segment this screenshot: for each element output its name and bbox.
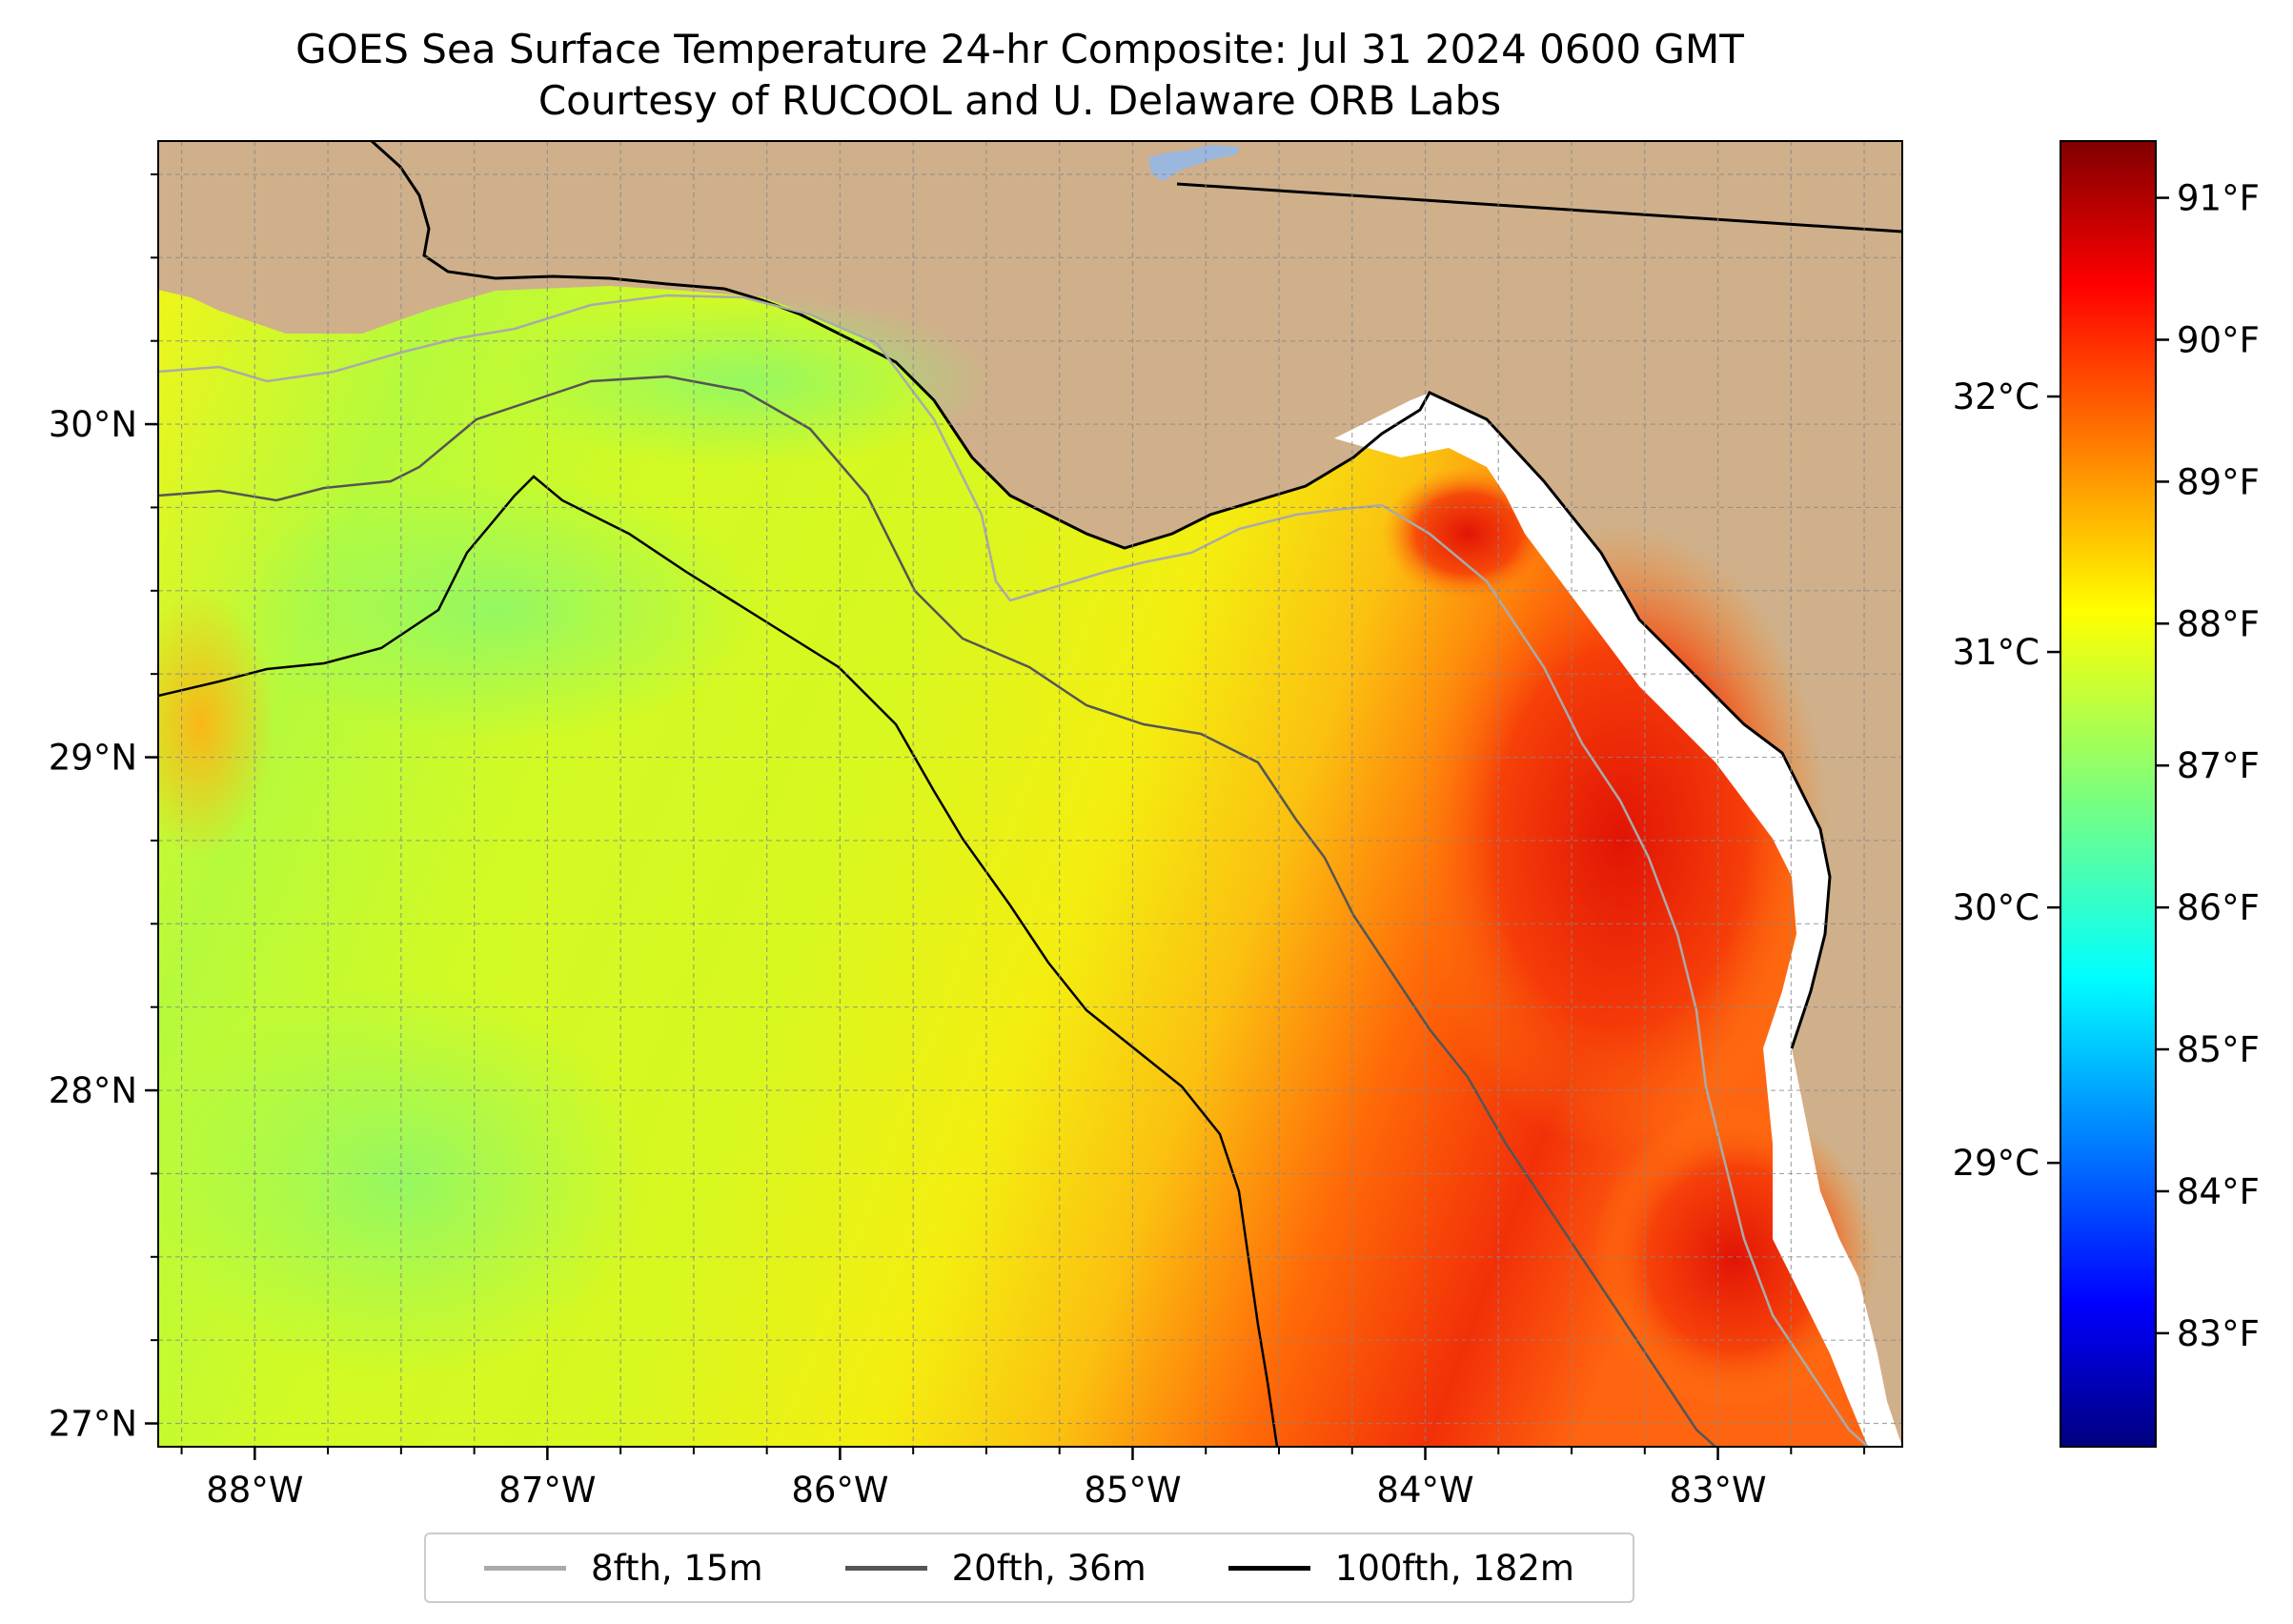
y-tick-label: 29°N	[49, 738, 137, 779]
colorbar-f-label: 85°F	[2177, 1029, 2260, 1070]
map-frame	[157, 140, 1903, 1448]
colorbar-f-label: 90°F	[2177, 319, 2260, 360]
sst-red-core	[1410, 524, 1830, 1153]
contour-20fth	[158, 375, 1716, 1447]
contour-legend: 8fth, 15m 20fth, 36m 100fth, 182m	[424, 1533, 1634, 1603]
contour-100fth	[158, 475, 1279, 1447]
x-tick-label: 84°W	[1376, 1470, 1473, 1511]
colorbar	[2060, 140, 2157, 1448]
y-tick-label: 28°N	[49, 1070, 137, 1111]
legend-label-20fth: 20fth, 36m	[951, 1547, 1146, 1589]
x-tick-label: 86°W	[791, 1470, 888, 1511]
legend-line-8fth	[484, 1565, 567, 1571]
state-border	[1176, 182, 1902, 233]
colorbar-c-label: 29°C	[1953, 1143, 2039, 1184]
y-tick-label: 30°N	[49, 404, 137, 445]
legend-item-8fth: 8fth, 15m	[484, 1548, 763, 1589]
colorbar-f-label: 86°F	[2177, 887, 2260, 928]
coastline	[370, 141, 1832, 1049]
map-title: GOES Sea Surface Temperature 24-hr Compo…	[295, 26, 1744, 72]
gridlines	[158, 141, 1902, 1447]
lake-water	[1148, 145, 1239, 181]
axis-ticks: 88°W 87°W 86°W 85°W 84°W 83°W 27°N 28°N 29°N 30°N	[49, 173, 1866, 1511]
legend-label-100fth: 100fth, 182m	[1334, 1547, 1574, 1589]
sst-green-patch	[158, 982, 648, 1382]
x-tick-label: 87°W	[498, 1470, 596, 1511]
legend-line-20fth	[844, 1565, 927, 1571]
no-data-fringe	[1334, 393, 1902, 1447]
colorbar-f-label: 83°F	[2177, 1313, 2260, 1354]
sst-green-patch	[229, 477, 762, 743]
legend-line-100fth	[1228, 1565, 1310, 1571]
contour-8fth	[158, 294, 1869, 1447]
sst-orange-patch	[158, 591, 276, 858]
colorbar-c-label: 32°C	[1953, 376, 2039, 417]
legend-item-20fth: 20fth, 36m	[844, 1547, 1146, 1589]
colorbar-f-label: 87°F	[2177, 745, 2260, 786]
x-tick-label: 85°W	[1084, 1470, 1181, 1511]
colorbar-f-label: 91°F	[2177, 178, 2260, 219]
map-subtitle: Courtesy of RUCOOL and U. Delaware ORB L…	[538, 77, 1502, 124]
map-area	[158, 141, 1902, 1447]
colorbar-c-label: 30°C	[1953, 887, 2039, 928]
x-tick-label: 88°W	[206, 1470, 303, 1511]
colorbar-ticks: 83°F 84°F 85°F 86°F 87°F 88°F 89°F 90°F 91°F 29°C…	[1953, 178, 2260, 1354]
colorbar-c-label: 31°C	[1953, 632, 2039, 673]
colorbar-f-label: 88°F	[2177, 603, 2260, 644]
legend-label-8fth: 8fth, 15m	[591, 1547, 763, 1589]
colorbar-f-label: 89°F	[2177, 461, 2260, 502]
colorbar-f-label: 84°F	[2177, 1171, 2260, 1212]
legend-item-100fth: 100fth, 182m	[1228, 1548, 1574, 1589]
y-tick-label: 27°N	[49, 1404, 137, 1445]
x-tick-label: 83°W	[1669, 1470, 1766, 1511]
